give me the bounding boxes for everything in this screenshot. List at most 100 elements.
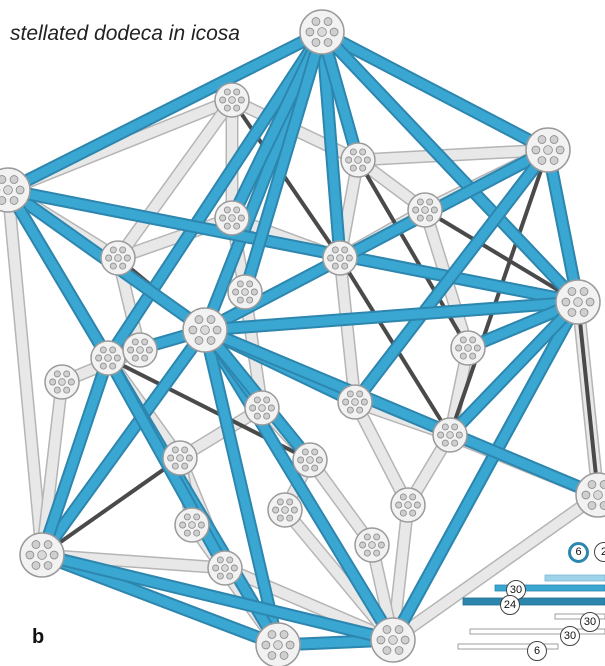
- node-hole: [232, 288, 240, 296]
- node-hole: [237, 214, 245, 222]
- node-hole: [113, 354, 121, 362]
- node-hole: [167, 454, 175, 462]
- node-center: [104, 354, 112, 362]
- connector-node: [44, 364, 80, 400]
- node-hole: [31, 561, 41, 570]
- node-hole: [359, 148, 367, 156]
- connector-node: [255, 622, 301, 666]
- legend-bar-light-blue: [544, 574, 605, 582]
- node-center: [573, 297, 583, 307]
- node-hole: [469, 352, 477, 360]
- node-hole: [473, 344, 481, 352]
- blue-strut: [317, 27, 345, 263]
- node-hole: [0, 175, 7, 184]
- node-hole: [349, 148, 357, 156]
- node-center: [241, 288, 249, 296]
- legend-bar-white-30b: [469, 628, 605, 635]
- connector-node: [299, 9, 345, 55]
- white-strut: [353, 145, 553, 165]
- connector-node: [292, 442, 328, 478]
- legend-label-24: 24: [500, 595, 520, 615]
- connector-node: [90, 340, 126, 376]
- connector-node: [174, 507, 210, 543]
- node-hole: [455, 431, 463, 439]
- node-hole: [363, 156, 371, 164]
- node-hole: [263, 396, 271, 404]
- node-hole: [561, 297, 571, 307]
- node-hole: [99, 346, 107, 354]
- node-hole: [119, 246, 127, 254]
- node-hole: [183, 513, 191, 521]
- node-hole: [409, 509, 417, 517]
- blue-struts: [1, 25, 605, 652]
- node-hole: [346, 406, 354, 414]
- connector-node: [267, 492, 303, 528]
- node-hole: [301, 464, 309, 472]
- blue-strut: [200, 145, 553, 335]
- blue-strut: [200, 325, 603, 500]
- node-hole: [185, 454, 193, 462]
- blue-strut: [317, 27, 583, 307]
- node-hole: [67, 378, 75, 386]
- node-hole: [183, 529, 191, 537]
- node-hole: [451, 439, 459, 447]
- node-center: [37, 550, 47, 560]
- node-hole: [53, 386, 61, 394]
- node-hole: [236, 280, 244, 288]
- node-hole: [441, 439, 449, 447]
- white-strut: [388, 490, 603, 645]
- node-hole: [331, 262, 339, 270]
- node-hole: [9, 196, 19, 205]
- connector-node: [407, 192, 443, 228]
- node-hole: [53, 370, 61, 378]
- node-hole: [279, 651, 289, 660]
- node-center: [388, 635, 398, 645]
- connector-nodes: [0, 9, 605, 666]
- node-hole: [329, 27, 339, 37]
- node-hole: [15, 185, 25, 195]
- blue-strut: [200, 297, 583, 335]
- node-center: [258, 404, 266, 412]
- connector-node: [354, 527, 390, 563]
- node-hole: [373, 533, 381, 541]
- node-hole: [267, 651, 277, 660]
- node-hole: [109, 346, 117, 354]
- node-hole: [285, 640, 295, 650]
- node-hole: [399, 509, 407, 517]
- node-hole: [346, 390, 354, 398]
- node-ball: [0, 167, 31, 213]
- node-hole: [430, 206, 438, 214]
- connector-node: [450, 330, 486, 366]
- node-hole: [413, 501, 421, 509]
- blue-strut: [3, 185, 583, 307]
- node-hole: [599, 480, 605, 489]
- node-hole: [305, 27, 315, 37]
- node-center: [281, 506, 289, 514]
- node-hole: [451, 423, 459, 431]
- node-hole: [131, 354, 139, 362]
- node-hole: [579, 308, 589, 317]
- node-center: [421, 206, 429, 214]
- node-center: [58, 378, 66, 386]
- node-hole: [360, 398, 368, 406]
- blue-strut: [543, 145, 583, 307]
- white-strut: [113, 95, 237, 263]
- dark-strut: [40, 456, 182, 557]
- node-center: [464, 344, 472, 352]
- node-hole: [459, 352, 467, 360]
- blue-strut: [3, 27, 327, 195]
- node-hole: [276, 498, 284, 506]
- node-center: [446, 431, 454, 439]
- connector-node: [370, 617, 416, 663]
- blue-strut: [317, 27, 553, 155]
- blue-strut: [37, 550, 398, 645]
- node-hole: [230, 564, 238, 572]
- node-hole: [131, 338, 139, 346]
- node-hole: [455, 344, 463, 352]
- node-center: [404, 501, 412, 509]
- connector-node: [432, 417, 468, 453]
- node-hole: [253, 396, 261, 404]
- node-hole: [181, 462, 189, 470]
- node-hole: [179, 521, 187, 529]
